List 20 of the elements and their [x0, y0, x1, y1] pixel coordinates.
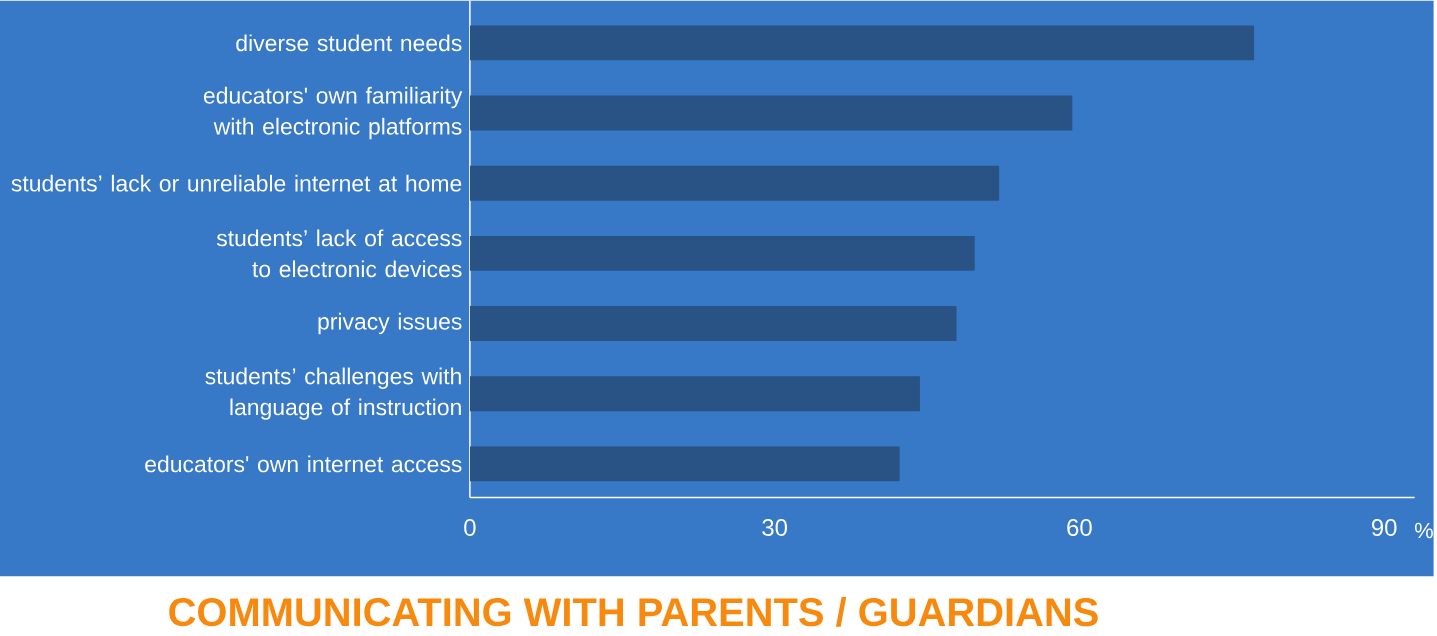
y-tick-label: diverse student needs [236, 34, 462, 52]
bar [469, 305, 957, 341]
text: COMMUNICATING WITH PARENTS / GUARDIANS [169, 596, 1098, 627]
x-tick-label: 90 [1371, 518, 1397, 536]
y-tick-label: students’ lack of access to electronic devices [216, 229, 462, 278]
bar [469, 446, 900, 482]
x-tick-label: 0 [464, 518, 476, 536]
y-tick-label: students’ challenges with language of instruction [205, 367, 461, 420]
x-tick-label: 60 [1067, 518, 1092, 536]
y-tick-label: educators' own familiarity with electronic platforms [203, 86, 463, 140]
y-tick-label: students’ lack or unreliable internet at home [11, 174, 462, 192]
y-tick-label: privacy issues [318, 312, 462, 335]
bar [469, 235, 975, 271]
bar [469, 376, 920, 412]
x-axis-title: % [1414, 522, 1433, 539]
y-tick-label: educators' own internet access [145, 455, 462, 473]
bar [469, 25, 1255, 61]
x-tick-label: 30 [762, 518, 788, 536]
bar [469, 165, 1000, 201]
bar [469, 95, 1073, 131]
